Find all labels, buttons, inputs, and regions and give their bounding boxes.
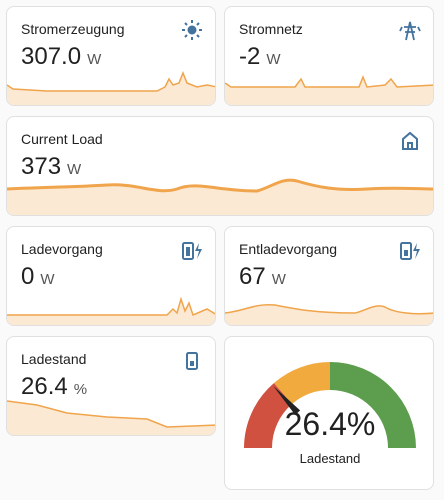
unit: W (271, 271, 286, 288)
card-value: 307.0 W (21, 43, 101, 71)
card-title: Stromerzeugung (21, 21, 125, 37)
card[interactable]: Ladestand 26.4% (6, 336, 216, 436)
sparkline (7, 296, 215, 325)
sparkline (225, 303, 433, 325)
gauge-needle (273, 386, 301, 415)
card[interactable]: Stromerzeugung 307.0 W (6, 6, 216, 106)
value: 373 (21, 153, 62, 180)
sparkline (225, 74, 433, 105)
unit: W (87, 51, 102, 68)
value: 67 (239, 263, 266, 290)
sun-icon (182, 20, 202, 40)
grid-icon (399, 21, 421, 41)
card-value: 67 W (239, 263, 286, 291)
unit: W (40, 271, 55, 288)
gauge-segment (244, 383, 292, 448)
card-title: Ladestand (21, 351, 87, 367)
card-title: Current Load (21, 131, 103, 147)
card[interactable]: Current Load 373 W (6, 116, 434, 216)
value: -2 (239, 43, 261, 70)
card-value: -2 W (239, 43, 281, 71)
card-title: Ladevorgang (21, 241, 103, 257)
card[interactable]: Entladevorgang 67 W (224, 226, 434, 326)
value: 0 (21, 263, 35, 290)
sparkline (7, 400, 215, 435)
gauge-value: 26.4% (285, 406, 376, 442)
battery-charging-icon (182, 242, 202, 260)
battery-discharging-icon (400, 242, 420, 260)
home-icon (402, 131, 418, 150)
gauge-name: Ladestand (300, 451, 361, 466)
unit: W (266, 51, 281, 68)
card-title: Stromnetz (239, 21, 303, 37)
gauge: 26.4% Ladestand (244, 362, 416, 466)
gauge-segment (274, 362, 330, 404)
unit: W (67, 161, 82, 178)
value: 307.0 (21, 43, 82, 70)
card-value: 26.4% (21, 373, 87, 401)
card-value: 373 W (21, 153, 81, 181)
card[interactable]: Stromnetz -2 W (224, 6, 434, 106)
card-title: Entladevorgang (239, 241, 338, 257)
sparkline (7, 178, 433, 215)
unit: % (73, 381, 88, 398)
battery-icon (186, 352, 198, 370)
value: 26.4 (21, 373, 68, 400)
gauge-segment (330, 362, 416, 448)
gauge-card[interactable]: 26.4% Ladestand (224, 336, 434, 490)
sparkline (7, 71, 215, 105)
